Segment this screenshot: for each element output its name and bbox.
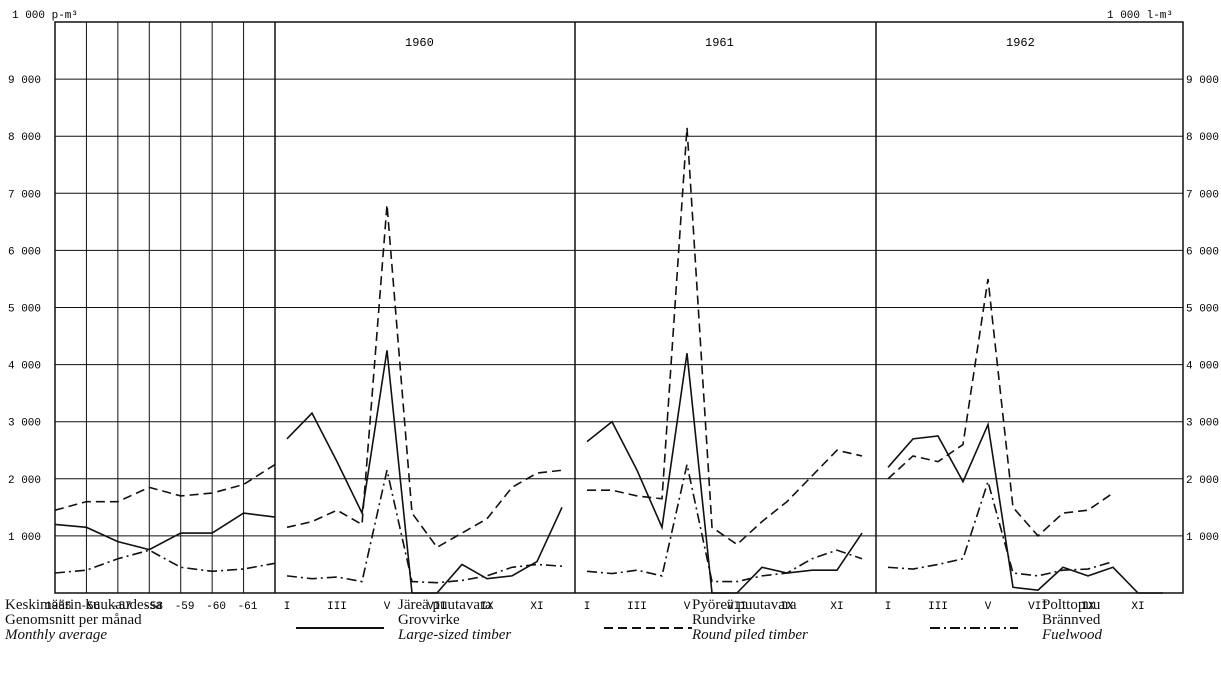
y-axis-ticks: 1 000 1 000 2 000 2 000 3 000 3 000 4 000 4 000… [8, 75, 1219, 544]
y-tick-label-right: 8 000 [1186, 132, 1219, 144]
x-tick-month-label: V [985, 601, 992, 613]
series-line-monthly [286, 470, 563, 584]
x-tick-month-label: I [284, 601, 291, 613]
legend-average-fi: Keskimäärin kuukaudessa [5, 597, 163, 613]
x-tick-month-label: VII [1028, 601, 1048, 613]
legend-fuelwood-sv: Brännved [1042, 612, 1101, 628]
x-axis-ticks: 1955 -56 -57 -58 -59 -60 -61 I III V VII IX XI I III V V… [45, 601, 1145, 613]
x-tick-avg-label: -60 [206, 601, 226, 613]
legend-col-fuelwood: Polttopuu Brännved Fuelwood [1042, 598, 1102, 643]
x-tick-avg-label: -57 [112, 601, 132, 613]
y-tick-label-right: 9 000 [1186, 75, 1219, 87]
x-tick-month-label: I [584, 601, 591, 613]
x-tick-month-label: V [684, 601, 691, 613]
x-tick-month-label: I [885, 601, 892, 613]
year-labels: 1960 1961 1962 [405, 36, 1035, 50]
x-tick-month-label: III [327, 601, 347, 613]
series-line-monthly [887, 278, 1114, 538]
legend-round-piled-fi: Pyöreä puutavara [692, 597, 797, 613]
x-tick-month-label: XI [1131, 601, 1144, 613]
right-unit-label: 1 000 l-m³ [1107, 10, 1173, 22]
x-tick-month-label: III [627, 601, 647, 613]
year-label: 1960 [405, 36, 434, 50]
y-tick-label-left: 6 000 [8, 246, 41, 258]
y-tick-label-right: 3 000 [1186, 418, 1219, 430]
series-line-monthly [887, 478, 1114, 577]
series-line-average [54, 512, 276, 551]
legend-round-piled-en: Round piled timber [692, 627, 808, 643]
series-line-monthly [286, 350, 563, 594]
series-line-monthly [586, 353, 863, 594]
y-tick-label-left: 9 000 [8, 75, 41, 87]
x-tick-avg-label: 1955 [45, 601, 71, 613]
x-tick-avg-label: -61 [238, 601, 258, 613]
x-tick-month-label: XI [530, 601, 543, 613]
year-label: 1961 [705, 36, 734, 50]
y-tick-label-left: 4 000 [8, 361, 41, 373]
legend-large-sized-sv: Grovvirke [398, 612, 460, 628]
y-tick-label-right: 2 000 [1186, 475, 1219, 487]
x-tick-avg-label: -56 [80, 601, 100, 613]
data-lines [54, 127, 1163, 594]
legend-average-sv: Genomsnitt per månad [5, 612, 142, 628]
y-tick-label-left: 5 000 [8, 304, 41, 316]
series-line-average [54, 463, 276, 511]
legend-round-piled-sv: Rundvirke [692, 612, 756, 628]
x-tick-month-label: IX [480, 601, 494, 613]
y-tick-label-left: 2 000 [8, 475, 41, 487]
legend: Keskimäärin kuukaudessa Genomsnitt per m… [0, 595, 1221, 675]
legend-large-sized-fi: Järeä puutavara [398, 597, 492, 613]
legend-large-sized-en: Large-sized timber [398, 627, 512, 643]
y-tick-label-left: 7 000 [8, 189, 41, 201]
legend-col-large-sized-timber: Järeä puutavara Grovvirke Large-sized ti… [398, 598, 511, 643]
y-tick-label-right: 1 000 [1186, 532, 1219, 544]
y-tick-label-right: 4 000 [1186, 361, 1219, 373]
x-tick-avg-label: -59 [175, 601, 195, 613]
legend-fuelwood-en: Fuelwood [1042, 627, 1102, 643]
grid [54, 21, 1184, 594]
legend-col-average: Keskimäärin kuukaudessa Genomsnitt per m… [5, 598, 162, 643]
x-tick-month-label: VII [727, 601, 747, 613]
x-tick-month-label: IX [1081, 601, 1095, 613]
series-line-monthly [286, 204, 563, 549]
y-tick-label-right: 5 000 [1186, 304, 1219, 316]
y-tick-label-left: 8 000 [8, 132, 41, 144]
y-tick-label-right: 7 000 [1186, 189, 1219, 201]
year-label: 1962 [1006, 36, 1035, 50]
series-line-monthly [586, 464, 863, 583]
x-tick-month-label: VII [427, 601, 447, 613]
left-unit-label: 1 000 p-m³ [12, 10, 78, 22]
series-line-average [54, 549, 276, 574]
x-tick-month-label: V [384, 601, 391, 613]
x-tick-month-label: IX [780, 601, 794, 613]
series-line-monthly [587, 127, 863, 546]
legend-fuelwood-fi: Polttopuu [1042, 597, 1101, 613]
y-tick-label-left: 1 000 [8, 532, 41, 544]
x-tick-avg-label: -58 [143, 601, 163, 613]
legend-col-round-piled-timber: Pyöreä puutavara Rundvirke Round piled t… [692, 598, 808, 643]
y-tick-label-right: 6 000 [1186, 246, 1219, 258]
legend-average-en: Monthly average [5, 627, 108, 643]
y-tick-label-left: 3 000 [8, 418, 41, 430]
x-tick-month-label: III [928, 601, 948, 613]
x-tick-month-label: XI [830, 601, 843, 613]
series-line-monthly [887, 421, 1163, 594]
